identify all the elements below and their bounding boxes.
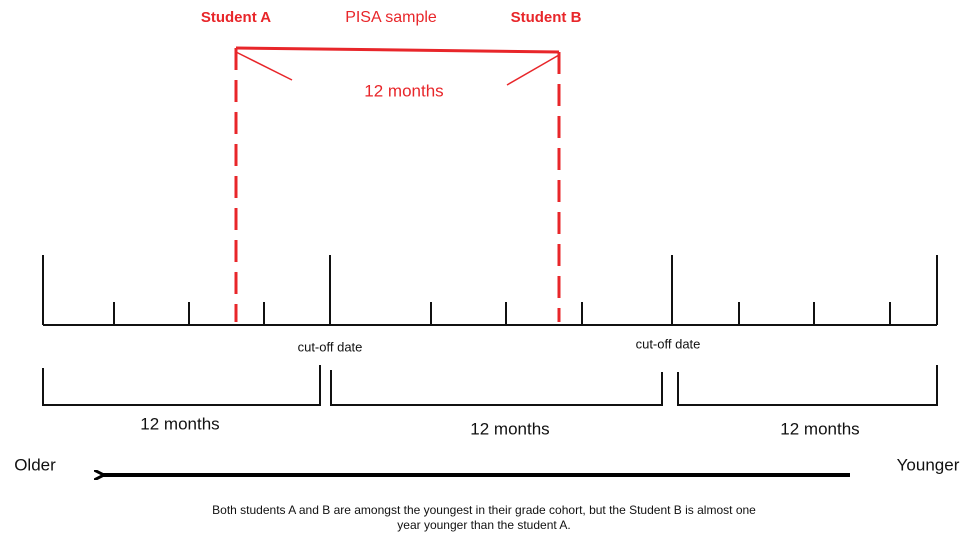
period-label: 12 months	[780, 419, 859, 438]
younger-label: Younger	[897, 455, 960, 474]
cutoff-label: cut-off date	[298, 339, 363, 354]
sample-span-label: 12 months	[364, 81, 443, 100]
caption-line: year younger than the student A.	[397, 518, 570, 532]
sample-label: PISA sample	[345, 9, 437, 26]
student-a-label: Student A	[201, 9, 271, 26]
cutoff-label: cut-off date	[636, 336, 701, 351]
older-label: Older	[14, 455, 56, 474]
student-b-label: Student B	[511, 9, 582, 26]
period-label: 12 months	[140, 414, 219, 433]
sample-bracket	[234, 46, 561, 322]
caption-line: Both students A and B are amongst the yo…	[212, 503, 756, 517]
timeline	[42, 255, 938, 326]
period-label: 12 months	[470, 419, 549, 438]
period-brackets	[42, 365, 938, 406]
